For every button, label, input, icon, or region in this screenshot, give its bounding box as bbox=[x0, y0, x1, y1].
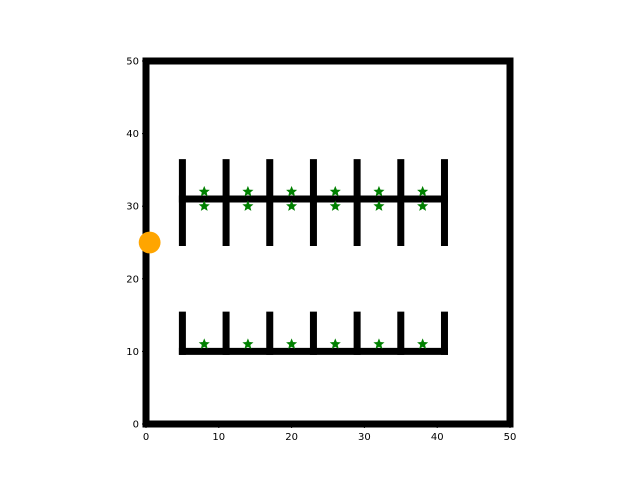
goal-star bbox=[198, 200, 210, 211]
agent-marker bbox=[138, 231, 161, 254]
goal-star bbox=[373, 200, 385, 211]
goal-star bbox=[286, 200, 298, 211]
goals-layer bbox=[198, 185, 429, 349]
goal-star bbox=[373, 185, 385, 197]
axes-layer: 0 10 20 30 40 50 0 10 20 30 40 50 bbox=[126, 57, 516, 444]
x-tick-label: 20 bbox=[285, 432, 298, 443]
x-tick-label: 40 bbox=[431, 432, 444, 443]
x-tick-label: 0 bbox=[143, 432, 149, 443]
x-tick-label: 10 bbox=[212, 432, 225, 443]
y-tick-label: 30 bbox=[126, 202, 139, 213]
goal-star bbox=[286, 338, 298, 349]
agent-layer bbox=[138, 231, 161, 254]
goal-star bbox=[242, 185, 254, 197]
y-tick-label: 40 bbox=[126, 129, 139, 140]
boundary-wall bbox=[142, 57, 514, 428]
goal-star bbox=[286, 185, 298, 197]
y-tick-label: 20 bbox=[126, 274, 139, 285]
goal-star bbox=[242, 338, 254, 349]
goal-star bbox=[198, 185, 210, 197]
x-tick-label: 50 bbox=[504, 432, 517, 443]
goal-star bbox=[373, 338, 385, 349]
goal-star bbox=[417, 185, 429, 197]
y-tick-label: 10 bbox=[126, 347, 139, 358]
goal-star bbox=[198, 338, 210, 349]
goal-star bbox=[417, 338, 429, 349]
goal-star bbox=[417, 200, 429, 211]
goal-star bbox=[329, 200, 341, 211]
y-tick-label: 0 bbox=[133, 420, 139, 431]
goal-star bbox=[329, 185, 341, 197]
x-tick-label: 30 bbox=[358, 432, 371, 443]
y-tick-label: 50 bbox=[126, 57, 139, 68]
goal-star bbox=[242, 200, 254, 211]
walls-layer bbox=[142, 57, 514, 428]
goal-star bbox=[329, 338, 341, 349]
